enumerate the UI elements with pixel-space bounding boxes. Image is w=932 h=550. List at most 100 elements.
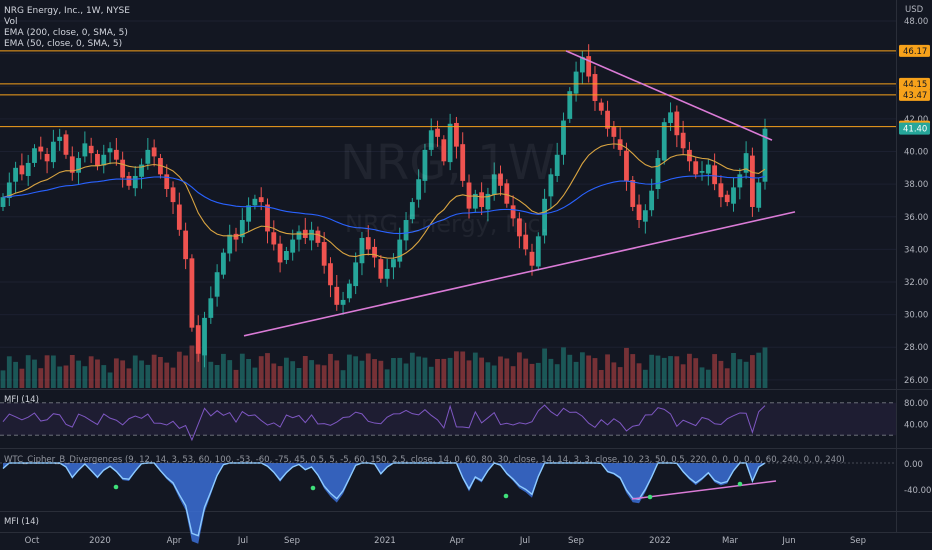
buy-signal-dot — [310, 485, 316, 491]
price-level-tag-text: 44.15 — [903, 80, 927, 90]
volume-bar — [756, 352, 762, 388]
candle-body — [718, 183, 724, 198]
candle-body — [391, 259, 396, 268]
volume-bar — [0, 370, 6, 388]
volume-bar — [170, 367, 176, 388]
candle-body — [126, 175, 132, 186]
volume-bar — [447, 357, 453, 388]
volume-bar — [674, 356, 680, 388]
volume-bar — [145, 364, 151, 388]
candle-body — [170, 187, 176, 203]
wave-line — [2, 462, 766, 537]
price-level-tag — [899, 122, 930, 135]
volume-bar — [346, 354, 352, 388]
volume-bar — [25, 355, 31, 388]
volume-bar — [668, 356, 673, 388]
candle-body — [472, 193, 478, 209]
volume-bar — [76, 360, 81, 388]
candle-body — [548, 174, 554, 197]
volume-bar — [422, 357, 428, 388]
candle-body — [724, 194, 730, 203]
candle-body — [737, 174, 743, 188]
price-level-tag — [899, 77, 930, 90]
mfi2-pane-label[interactable]: MFI (14) — [4, 517, 39, 527]
volume-bar — [561, 347, 566, 388]
candle-body — [63, 134, 69, 155]
volume-bar — [227, 360, 233, 388]
candle-body — [409, 202, 415, 220]
volume-bar — [592, 358, 598, 388]
candle-body — [674, 111, 680, 136]
candle-body — [680, 132, 686, 149]
candle-body — [95, 153, 100, 167]
x-tick-label: Sep — [850, 536, 866, 546]
volume-bar — [542, 348, 547, 388]
price-level-tag-text: 46.17 — [903, 47, 927, 57]
y-tick-label: 34.00 — [904, 245, 928, 255]
candle-body — [592, 74, 598, 101]
volume-bar — [523, 358, 529, 388]
candle-body — [611, 127, 617, 137]
volume-bar — [334, 360, 340, 388]
volume-bar — [743, 361, 749, 388]
candle-body — [239, 220, 245, 238]
mfi-pane-label[interactable]: MFI (14) — [4, 395, 39, 405]
volume-bar — [680, 364, 686, 388]
volume-bar — [705, 369, 711, 388]
candle-body — [233, 233, 239, 240]
candle-body — [454, 122, 459, 147]
x-tick-label: Apr — [167, 536, 182, 546]
support-trendline — [243, 211, 796, 337]
candle-body — [208, 298, 214, 318]
candle-body — [265, 204, 270, 232]
mfi-line — [2, 404, 766, 442]
candle-body — [202, 317, 207, 356]
candle-body — [296, 231, 302, 240]
ema200-indicator-label[interactable]: EMA (200, close, 0, SMA, 5) — [4, 28, 128, 38]
candle-body — [397, 239, 403, 262]
candle-body — [164, 174, 170, 190]
volume-bar — [283, 357, 289, 388]
x-tick-label: Oct — [25, 536, 40, 546]
candle-body — [346, 283, 352, 299]
candle-body — [750, 155, 755, 207]
volume-bar — [441, 358, 447, 388]
y-tick-label: 48.00 — [904, 17, 928, 27]
candle-body — [176, 204, 182, 230]
volume-bar — [428, 366, 434, 388]
candle-body — [516, 218, 522, 237]
x-tick-label: Mar — [722, 536, 739, 546]
vol-indicator-label[interactable]: Vol — [4, 17, 18, 27]
volume-bar — [258, 356, 264, 388]
candle-body — [290, 239, 296, 253]
x-tick-label: 2022 — [649, 536, 671, 546]
volume-bar — [50, 355, 56, 388]
symbol-title[interactable]: NRG Energy, Inc., 1W, NYSE — [4, 6, 130, 16]
volume-bar — [340, 370, 346, 388]
volume-bar — [372, 359, 377, 388]
wave-area — [3, 463, 765, 544]
candle-body — [441, 139, 447, 162]
volume-bar — [365, 353, 371, 388]
volume-bar — [6, 356, 12, 388]
cipher-pane-label[interactable]: WTC_Cipher_B_Divergences (9, 12, 14, 3, … — [4, 455, 845, 465]
price-level-tag-text: 43.47 — [903, 91, 927, 101]
x-tick-label: Jun — [781, 536, 795, 546]
volume-bar — [567, 354, 573, 388]
volume-bar — [479, 357, 485, 388]
candle-body — [252, 198, 258, 206]
candle-body — [32, 148, 37, 163]
volume-bar — [535, 362, 541, 388]
ema50-indicator-label[interactable]: EMA (50, close, 0, SMA, 5) — [4, 39, 123, 49]
candle-body — [655, 158, 661, 190]
price-level-tag — [899, 88, 930, 101]
candle-body — [605, 110, 610, 129]
candle-body — [107, 148, 113, 153]
y-tick-label: 40.00 — [904, 148, 928, 158]
volume-bar — [435, 359, 440, 388]
candle-body — [624, 150, 629, 181]
candle-body — [743, 153, 749, 173]
osc-tick-label: 0.00 — [904, 460, 923, 470]
x-tick-label: Sep — [284, 536, 300, 546]
